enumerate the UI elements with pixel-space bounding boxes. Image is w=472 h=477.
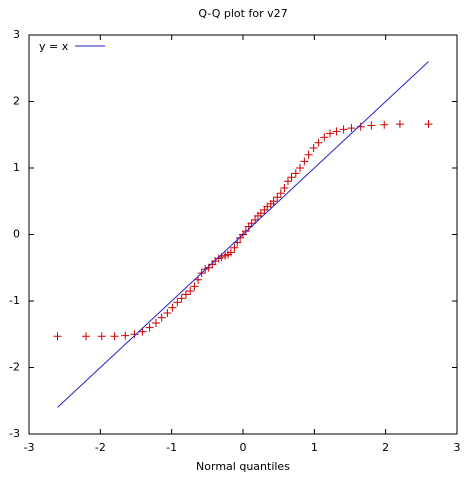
point [296, 164, 305, 172]
point [163, 308, 172, 317]
point [287, 173, 296, 182]
point [269, 197, 278, 206]
x-tick-label: 1 [311, 441, 318, 454]
point [347, 124, 356, 133]
point [256, 209, 265, 218]
y-tick-label: 0 [13, 228, 20, 241]
point [283, 177, 292, 186]
x-tick-label: -2 [95, 441, 106, 454]
point [204, 263, 213, 272]
point [380, 120, 389, 129]
point [173, 298, 182, 307]
point [130, 330, 139, 339]
point [273, 193, 282, 202]
y-tick-label: -3 [9, 427, 20, 440]
x-tick-label: -1 [166, 441, 177, 454]
x-tick-label: 2 [382, 441, 389, 454]
point [97, 332, 106, 341]
point [168, 303, 177, 312]
x-axis-label: Normal quantiles [196, 460, 290, 473]
point [314, 138, 323, 147]
point [276, 189, 285, 198]
y-tick-label: 2 [13, 95, 20, 108]
point [395, 120, 404, 129]
chart-title: Q-Q plot for v27 [198, 7, 287, 20]
point [226, 248, 235, 257]
point [332, 127, 341, 136]
point [186, 287, 195, 296]
point [53, 332, 62, 341]
point [291, 169, 300, 178]
point [367, 121, 376, 130]
point [424, 120, 433, 129]
point [230, 243, 239, 252]
point [177, 294, 186, 303]
y-tick-label: -1 [9, 294, 20, 307]
point [300, 157, 309, 166]
point [190, 282, 199, 291]
y-tick-label: -2 [9, 361, 20, 374]
y-tick-label: 1 [13, 161, 20, 174]
point [181, 290, 190, 299]
point [82, 332, 91, 341]
x-tick-label: 0 [240, 441, 247, 454]
x-tick-label: -3 [24, 441, 35, 454]
y-tick-label: 3 [13, 28, 20, 41]
point [110, 332, 119, 341]
point [280, 183, 289, 192]
point [157, 313, 166, 322]
x-tick-label: 3 [454, 441, 461, 454]
legend-label: y = x [39, 40, 69, 53]
reference-line [57, 61, 429, 408]
point [304, 150, 313, 159]
point [339, 125, 348, 134]
point [151, 318, 160, 327]
point [326, 129, 335, 138]
point [320, 133, 329, 142]
point [121, 331, 130, 340]
point [309, 144, 318, 153]
point [145, 323, 154, 332]
